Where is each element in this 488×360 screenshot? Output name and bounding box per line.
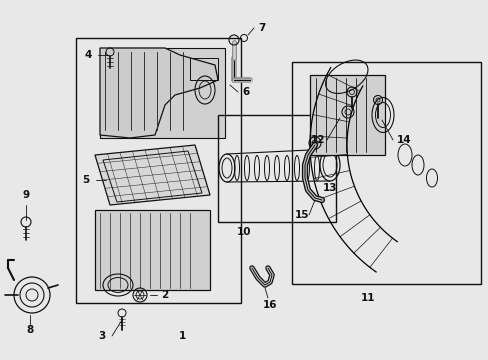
Text: 7: 7 (258, 23, 265, 33)
Text: 10: 10 (236, 227, 251, 237)
Text: 8: 8 (26, 325, 34, 335)
Text: 6: 6 (242, 87, 249, 97)
Text: 5: 5 (82, 175, 89, 185)
Bar (95, 210, 209, 290)
Text: 15: 15 (294, 210, 308, 220)
Text: 3: 3 (98, 331, 105, 341)
Bar (190, 58, 218, 80)
Polygon shape (100, 48, 218, 138)
Bar (218, 115, 335, 222)
Text: 4: 4 (84, 50, 92, 60)
Text: 12: 12 (310, 135, 325, 145)
Text: 11: 11 (360, 293, 374, 303)
Text: 9: 9 (22, 190, 29, 200)
Text: 1: 1 (178, 331, 185, 341)
Bar (76, 38, 241, 303)
Polygon shape (95, 145, 209, 205)
Text: 2: 2 (161, 290, 168, 300)
Bar (291, 62, 480, 284)
Text: 13: 13 (322, 183, 337, 193)
Bar (309, 75, 384, 155)
Text: 16: 16 (262, 300, 277, 310)
Text: 14: 14 (396, 135, 411, 145)
Bar (100, 48, 224, 138)
